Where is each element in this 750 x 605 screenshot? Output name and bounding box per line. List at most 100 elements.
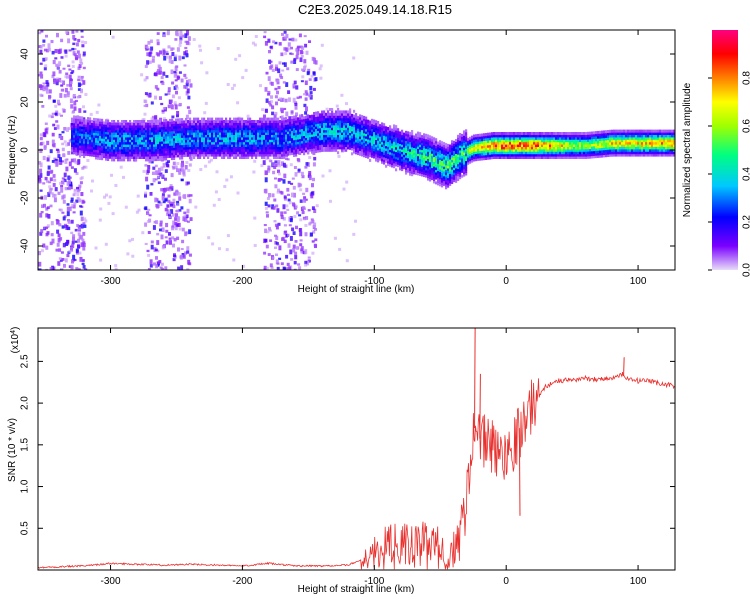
ridge-cell	[171, 118, 174, 122]
ridge-cell	[265, 144, 268, 147]
ridge-cell	[139, 144, 142, 147]
ridge-cell	[83, 143, 86, 147]
noise-speck	[177, 217, 181, 220]
ridge-cell	[175, 120, 178, 124]
ridge-cell	[109, 127, 112, 130]
ridge-cell	[345, 117, 348, 121]
noise-speck	[71, 240, 75, 245]
ridge-cell	[351, 147, 354, 151]
noise-speck	[50, 221, 54, 226]
ridge-cell	[415, 145, 418, 149]
noise-speck	[274, 95, 278, 99]
ridge-cell	[381, 156, 384, 159]
ridge-cell	[403, 159, 406, 162]
ridge-cell	[149, 139, 152, 143]
ridge-cell	[213, 144, 216, 147]
ridge-cell	[261, 122, 264, 126]
ridge-cell	[155, 148, 158, 152]
ridge-cell	[165, 145, 168, 149]
ridge-cell	[401, 132, 404, 136]
ridge-cell	[297, 143, 300, 147]
ridge-cell	[389, 163, 392, 167]
ridge-cell	[113, 127, 116, 131]
ridge-cell	[337, 139, 340, 143]
noise-speck	[186, 250, 190, 254]
noise-speck	[52, 183, 56, 187]
ridge-cell	[475, 153, 478, 157]
ridge-cell	[315, 126, 318, 129]
ridge-cell	[447, 184, 450, 188]
ridge-cell	[153, 143, 156, 147]
ridge-cell	[375, 137, 378, 140]
ridge-cell	[341, 112, 344, 116]
noise-speck	[167, 194, 171, 198]
ridge-cell	[305, 144, 308, 148]
ridge-cell	[349, 144, 352, 148]
ridge-cell	[443, 151, 446, 155]
ridge-cell	[217, 117, 220, 121]
noise-speck	[283, 47, 287, 51]
ridge-cell	[401, 148, 404, 152]
ridge-cell	[155, 136, 158, 140]
ridge-cell	[389, 161, 392, 165]
noise-speck	[60, 268, 64, 270]
ridge-cell	[237, 151, 240, 155]
ridge-cell	[73, 115, 76, 119]
ridge-cell	[231, 151, 234, 155]
ridge-cell	[191, 127, 194, 131]
ridge-cell	[111, 146, 114, 150]
ridge-cell	[123, 120, 126, 123]
ridge-cell	[303, 152, 306, 156]
noise-speck	[232, 258, 236, 262]
ridge-cell	[185, 151, 188, 155]
ridge-cell	[175, 123, 178, 127]
noise-speck	[78, 108, 82, 113]
ridge-cell	[407, 138, 410, 142]
ridge-cell	[327, 144, 330, 147]
ridge-cell	[337, 117, 340, 121]
ridge-cell	[297, 148, 300, 152]
ridge-cell	[187, 149, 190, 152]
ridge-cell	[455, 153, 458, 157]
ridge-cell	[377, 147, 380, 151]
noise-speck	[71, 259, 74, 264]
ridge-cell	[225, 153, 228, 157]
noise-speck	[176, 114, 179, 118]
ridge-cell	[171, 142, 174, 146]
noise-speck	[148, 158, 152, 164]
ridge-cell	[309, 134, 312, 138]
ridge-cell	[293, 146, 296, 150]
ridge-cell	[125, 120, 128, 123]
ridge-cell	[323, 136, 326, 140]
ridge-cell	[193, 148, 196, 152]
ridge-cell	[105, 148, 108, 152]
ridge-cell	[339, 127, 342, 131]
ridge-cell	[293, 115, 296, 119]
noise-speck	[114, 184, 118, 187]
ridge-cell	[233, 122, 236, 126]
ridge-cell	[359, 143, 362, 147]
ridge-cell	[259, 151, 262, 155]
noise-speck	[274, 223, 278, 227]
ridge-cell	[351, 121, 354, 125]
ridge-cell	[227, 129, 230, 133]
noise-speck	[183, 51, 187, 56]
noise-speck	[173, 56, 177, 62]
ridge-cell	[85, 128, 88, 132]
ridge-cell	[149, 148, 152, 152]
ridge-cell	[421, 171, 424, 175]
ridge-cell	[121, 158, 124, 162]
ridge-cell	[97, 137, 100, 141]
ridge-cell	[451, 159, 454, 163]
ridge-cell	[439, 169, 442, 172]
noise-speck	[180, 163, 184, 168]
ridge-cell	[439, 152, 442, 156]
ridge-cell	[213, 124, 216, 128]
ridge-cell	[405, 142, 408, 146]
ridge-cell	[449, 144, 452, 148]
ridge-cell	[321, 115, 324, 119]
noise-speck	[251, 41, 255, 45]
ridge-cell	[301, 138, 304, 142]
ridge-cell	[187, 139, 190, 143]
ridge-cell	[311, 143, 314, 147]
